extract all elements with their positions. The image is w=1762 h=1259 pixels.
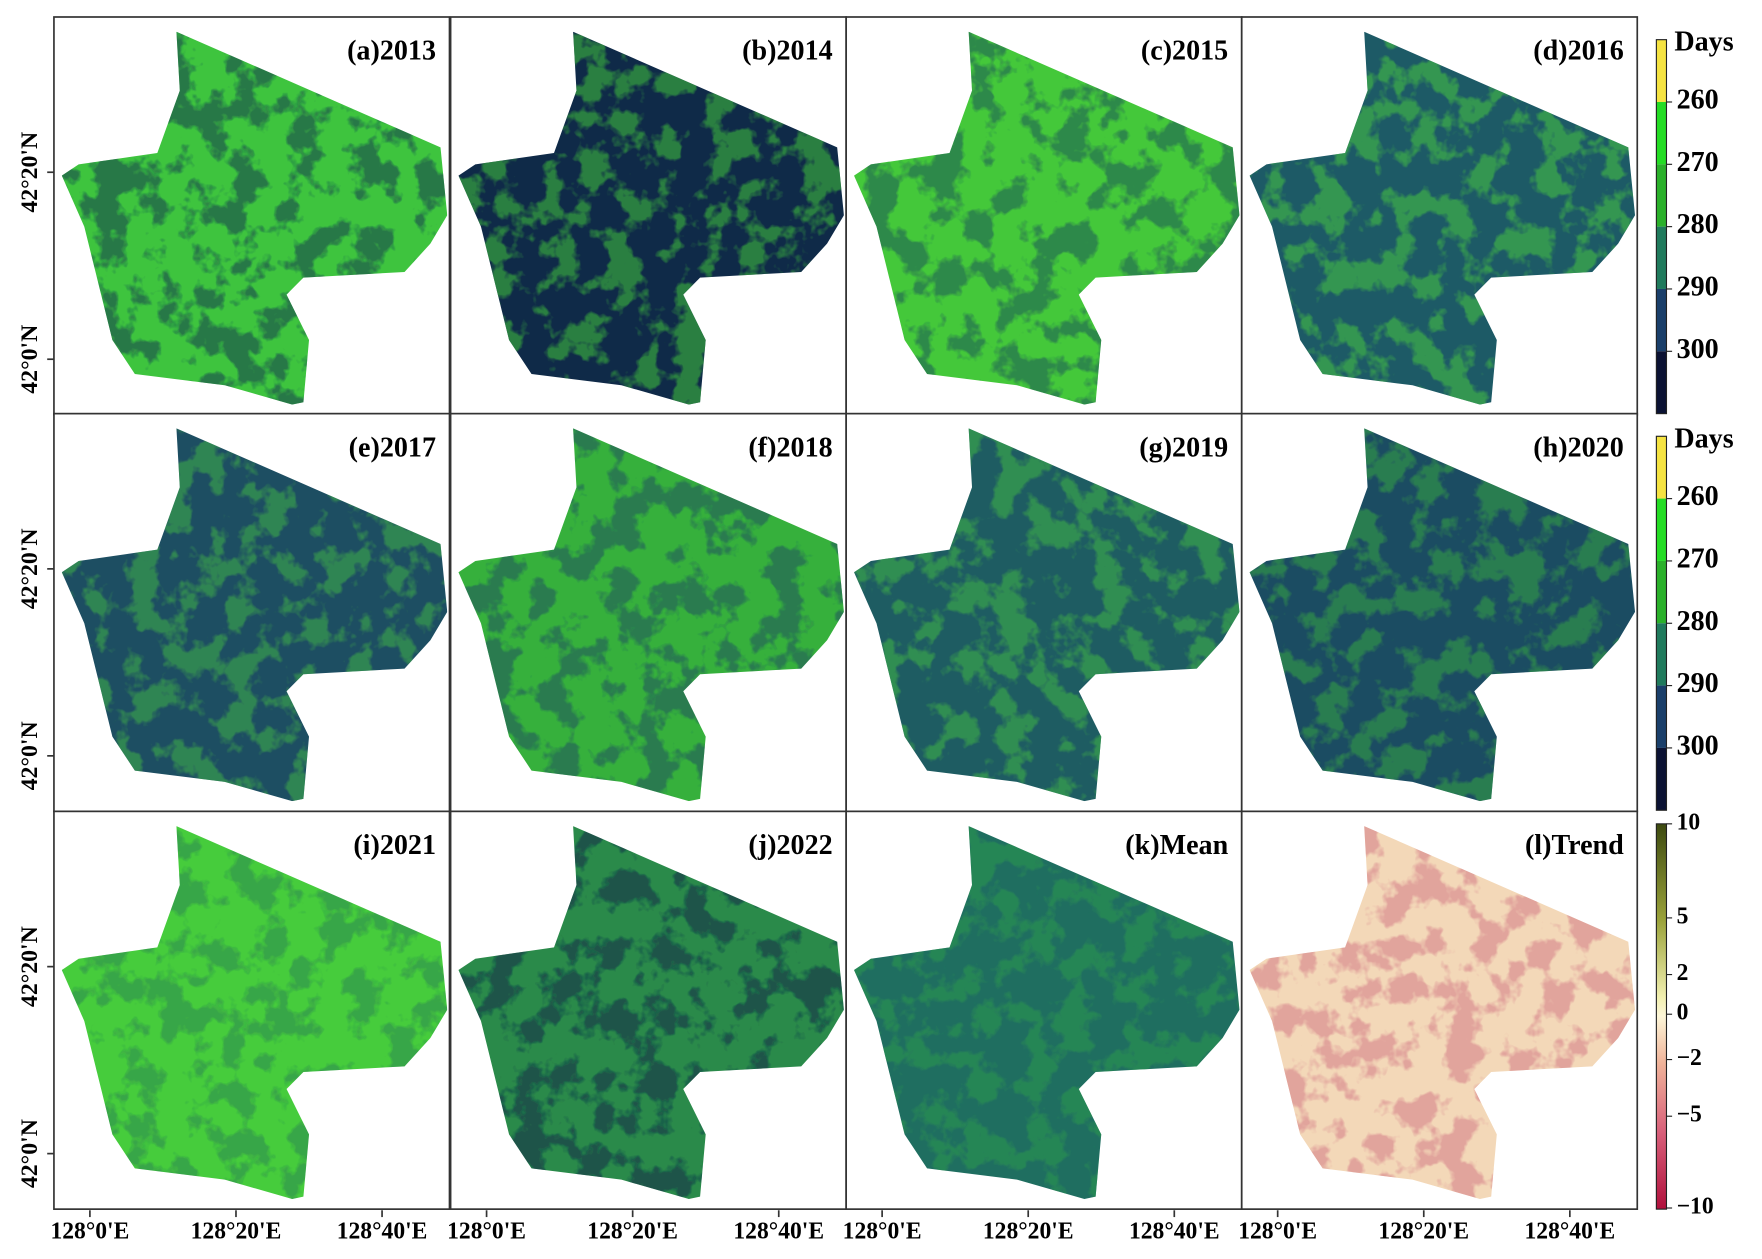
y-tick-label: 42°0'N [17, 721, 43, 790]
panel-label: (c)2015 [1141, 36, 1228, 67]
panel-label: (j)2022 [748, 830, 832, 861]
y-tick-label: 42°20'N [17, 528, 43, 609]
y-tick-label: 42°20'N [17, 926, 43, 1007]
colorbar-segment [1656, 164, 1667, 227]
colorbar-tick-label: 270 [1677, 543, 1719, 574]
x-tick-label: 128°0'E [50, 1218, 129, 1244]
panel-label: (d)2016 [1533, 36, 1624, 67]
colorbar-tick-label: 10 [1677, 809, 1701, 835]
colorbar-segment [1656, 498, 1667, 561]
y-tick-label: 42°0'N [17, 325, 43, 394]
panel-label: (h)2020 [1533, 432, 1624, 463]
colorbar-tick-label: −10 [1677, 1193, 1714, 1219]
panel-label: (e)2017 [349, 432, 436, 463]
colorbar-title: Days [1674, 27, 1733, 58]
colorbar-tick-label: 280 [1677, 209, 1719, 240]
panel-label: (l)Trend [1525, 830, 1624, 861]
panel-label: (f)2018 [748, 432, 832, 463]
colorbar-tick-label: −2 [1677, 1045, 1702, 1071]
x-tick-label: 128°20'E [1378, 1218, 1469, 1244]
colorbar-gradient [1655, 823, 1668, 1210]
colorbar-tick-label: 260 [1677, 84, 1719, 115]
colorbar-segment [1656, 226, 1667, 289]
colorbar-tick-label: 0 [1677, 1000, 1689, 1026]
x-tick-label: 128°0'E [447, 1218, 526, 1244]
colorbar-segment [1656, 747, 1667, 811]
x-tick-label: 128°20'E [191, 1218, 282, 1244]
panel-label: (k)Mean [1125, 830, 1228, 861]
y-tick-label: 42°20'N [17, 132, 43, 213]
colorbar-segment [1656, 101, 1667, 165]
x-tick-label: 128°40'E [733, 1218, 824, 1244]
colorbar-segment [1656, 351, 1667, 414]
x-tick-label: 128°0'E [1238, 1218, 1317, 1244]
panel-label: (a)2013 [347, 36, 436, 67]
panel-label: (i)2021 [353, 830, 436, 861]
axes: 42°20'N 42°0'N 42°20'N 42°0'N 42°20'N 42°0'N 1… [17, 132, 1615, 1245]
colorbar-segment [1656, 39, 1667, 102]
panel-label: (b)2014 [742, 36, 833, 67]
x-tick-label: 128°40'E [337, 1218, 428, 1244]
colorbar-tick-label: 260 [1677, 481, 1719, 512]
x-tick-label: 128°20'E [587, 1218, 678, 1244]
colorbar-tick-label: 270 [1677, 147, 1719, 178]
colorbar-tick-label: 5 [1677, 903, 1689, 929]
x-tick-label: 128°40'E [1524, 1218, 1615, 1244]
colorbar-segment [1656, 623, 1667, 686]
colorbar-tick-label: 290 [1677, 271, 1719, 302]
y-tick-label: 42°0'N [17, 1119, 43, 1188]
x-tick-label: 128°40'E [1129, 1218, 1220, 1244]
colorbar-tick-label: 300 [1677, 334, 1719, 365]
colorbar-tick-label: −5 [1677, 1102, 1702, 1128]
colorbar-segment [1656, 288, 1667, 352]
colorbar-tick-label: 300 [1677, 730, 1719, 761]
colorbar-segment [1656, 436, 1667, 499]
colorbar-segment [1656, 560, 1667, 624]
colorbar-tick-label: 2 [1677, 960, 1689, 986]
colorbar-tick-label: 280 [1677, 606, 1719, 637]
colorbar-tick-label: 290 [1677, 668, 1719, 699]
x-tick-label: 128°20'E [983, 1218, 1074, 1244]
colorbar-title: Days [1674, 423, 1733, 454]
x-tick-label: 128°0'E [843, 1218, 922, 1244]
colorbars: Days 260 270 280 290 300 Days 260 270 280 290 300 10… [1655, 27, 1734, 1219]
panel-label: (g)2019 [1139, 432, 1228, 463]
colorbar-segment [1656, 685, 1667, 748]
panels: (a)2013 (b)2014 (c)2015 (d)2016 (e)2017 (f)20… [53, 16, 1639, 1210]
